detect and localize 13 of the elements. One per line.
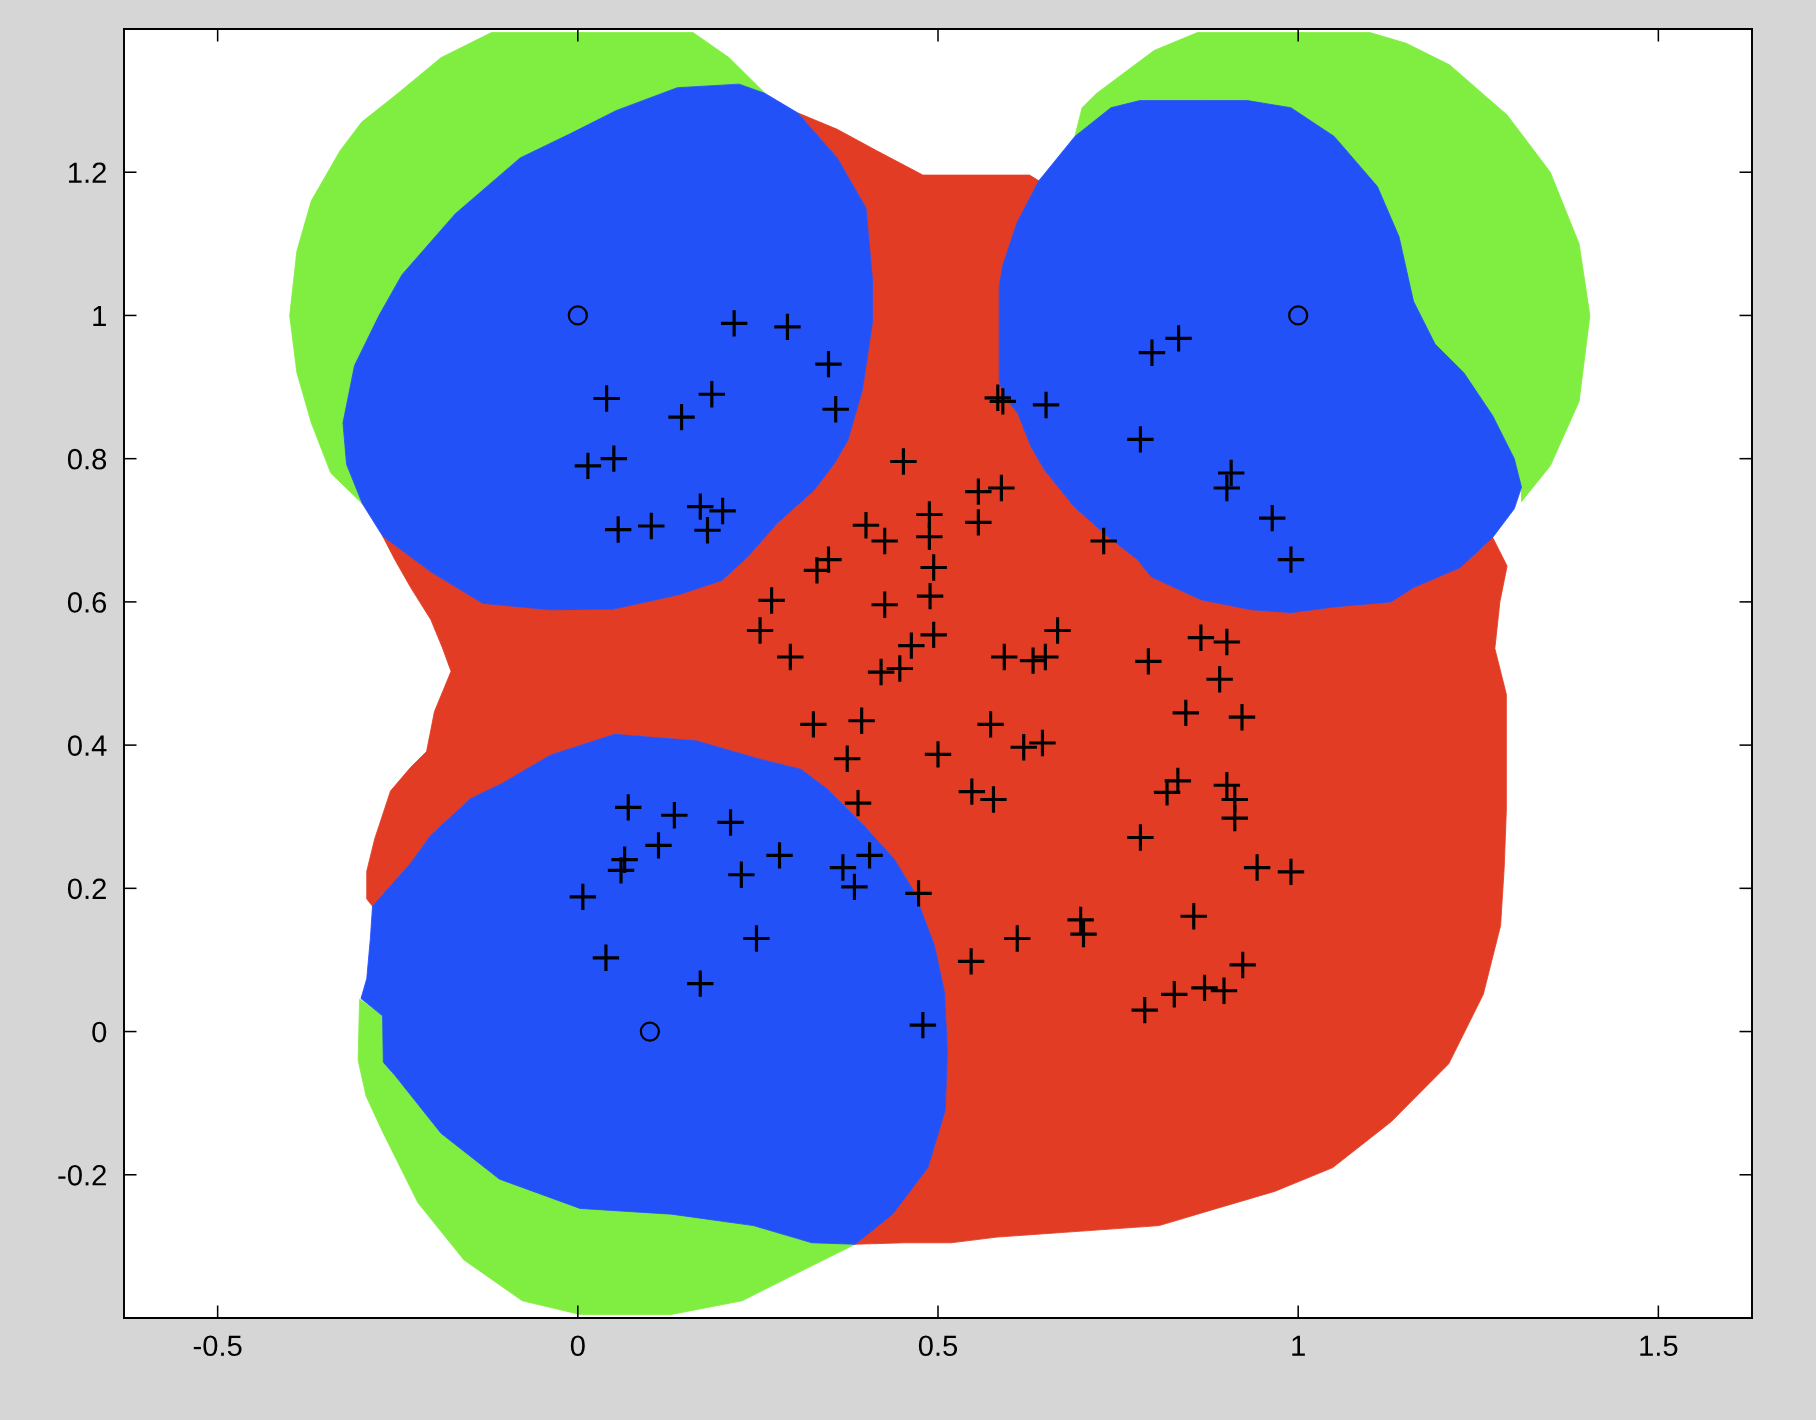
x-tick-label: -0.5: [193, 1335, 242, 1357]
y-tick-label: 1: [93, 305, 106, 327]
y-tick-label: 0.6: [67, 592, 107, 613]
x-tick-label: 1: [1292, 1335, 1305, 1356]
x-tick-label: 0.5: [918, 1335, 958, 1357]
y-tick-label: 1.2: [69, 162, 106, 183]
y-tick-label: 0.2: [67, 878, 106, 900]
y-tick-label: 0: [92, 1021, 107, 1043]
x-tick-label: 1.5: [1640, 1335, 1678, 1357]
y-tick-label: 0.4: [67, 735, 107, 756]
x-tick-label: 0: [570, 1335, 585, 1357]
y-tick-label: 0.8: [67, 448, 107, 470]
y-tick-label: -0.2: [58, 1164, 106, 1186]
